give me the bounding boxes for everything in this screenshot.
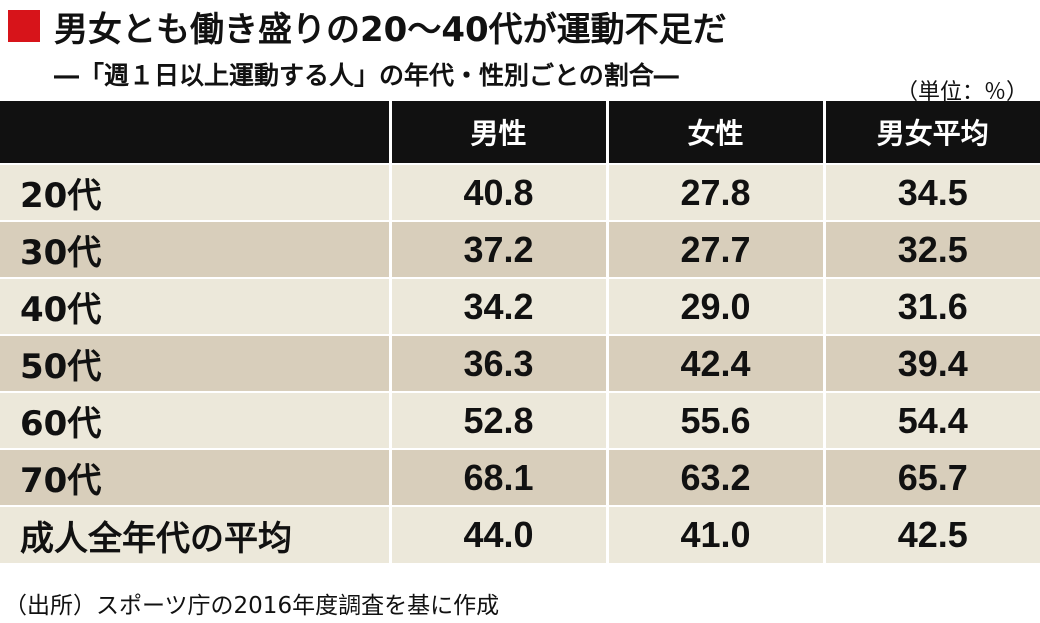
value-cell: 54.4: [822, 391, 1040, 449]
row-label: 50代: [0, 334, 390, 392]
row-label: 20代: [0, 163, 390, 221]
table-body: 20代 40.8 27.8 34.5 30代 37.2 27.7 32.5 40代 34.2 29.…: [0, 163, 1040, 563]
chart-title: 男女とも働き盛りの20〜40代が運動不足だ: [54, 9, 727, 50]
value-cell: 34.5: [822, 163, 1040, 221]
header-cell-average: 男女平均: [822, 101, 1040, 164]
chart-subtitle: ―「週１日以上運動する人」の年代・性別ごとの割合―: [54, 61, 679, 90]
row-label: 70代: [0, 448, 390, 506]
table-row: 50代 36.3 42.4 39.4: [0, 334, 1040, 392]
title-row: 男女とも働き盛りの20〜40代が運動不足だ: [8, 4, 727, 50]
value-cell: 63.2: [605, 448, 824, 506]
value-cell: 34.2: [388, 277, 607, 335]
value-cell: 36.3: [388, 334, 607, 392]
table-row: 成人全年代の平均 44.0 41.0 42.5: [0, 505, 1040, 563]
row-label: 30代: [0, 220, 390, 278]
value-cell: 55.6: [605, 391, 824, 449]
header-cell-female: 女性: [605, 101, 824, 164]
value-cell: 42.4: [605, 334, 824, 392]
value-cell: 37.2: [388, 220, 607, 278]
title-marker: [8, 10, 40, 42]
table-row: 70代 68.1 63.2 65.7: [0, 448, 1040, 506]
value-cell: 52.8: [388, 391, 607, 449]
value-cell: 27.8: [605, 163, 824, 221]
value-cell: 41.0: [605, 505, 824, 563]
table-header-row: 男性 女性 男女平均: [0, 101, 1040, 164]
value-cell: 65.7: [822, 448, 1040, 506]
unit-label: （単位：％）: [895, 80, 1028, 105]
table-row: 20代 40.8 27.8 34.5: [0, 163, 1040, 221]
value-cell: 40.8: [388, 163, 607, 221]
row-label: 60代: [0, 391, 390, 449]
value-cell: 29.0: [605, 277, 824, 335]
row-label: 成人全年代の平均: [0, 505, 390, 563]
header-cell-male: 男性: [388, 101, 607, 164]
value-cell: 27.7: [605, 220, 824, 278]
row-label: 40代: [0, 277, 390, 335]
value-cell: 39.4: [822, 334, 1040, 392]
header-cell-label: [0, 101, 390, 164]
value-cell: 68.1: [388, 448, 607, 506]
table-row: 30代 37.2 27.7 32.5: [0, 220, 1040, 278]
data-table: 男性 女性 男女平均 20代 40.8 27.8 34.5 30代 37.2 27.7 32.…: [0, 101, 1040, 563]
value-cell: 42.5: [822, 505, 1040, 563]
source-note: （出所）スポーツ庁の2016年度調査を基に作成: [4, 593, 500, 619]
table-row: 60代 52.8 55.6 54.4: [0, 391, 1040, 449]
value-cell: 31.6: [822, 277, 1040, 335]
value-cell: 44.0: [388, 505, 607, 563]
data-table-container: 男性 女性 男女平均 20代 40.8 27.8 34.5 30代 37.2 27.7 32.…: [0, 101, 1040, 563]
table-row: 40代 34.2 29.0 31.6: [0, 277, 1040, 335]
value-cell: 32.5: [822, 220, 1040, 278]
